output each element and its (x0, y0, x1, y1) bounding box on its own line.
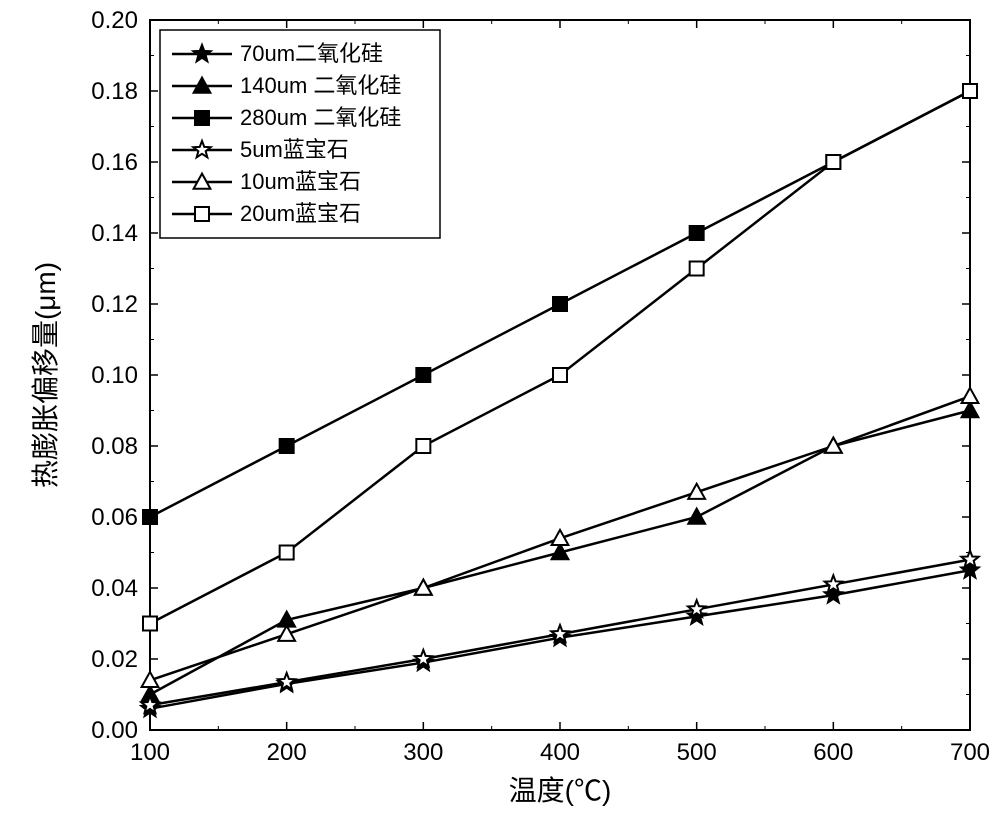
chart-container: 1002003004005006007000.000.020.040.060.0… (0, 0, 1000, 826)
x-tick-label: 400 (540, 739, 580, 766)
legend-label: 20um蓝宝石 (240, 201, 361, 226)
y-tick-label: 0.20 (91, 7, 138, 34)
legend-label: 10um蓝宝石 (240, 169, 361, 194)
y-tick-label: 0.10 (91, 362, 138, 389)
y-tick-label: 0.14 (91, 220, 138, 247)
y-tick-label: 0.18 (91, 78, 138, 105)
y-tick-label: 0.12 (91, 291, 138, 318)
line-chart: 1002003004005006007000.000.020.040.060.0… (0, 0, 1000, 826)
x-tick-label: 500 (677, 739, 717, 766)
y-tick-label: 0.04 (91, 575, 138, 602)
y-tick-label: 0.02 (91, 646, 138, 673)
legend-label: 140um 二氧化硅 (240, 73, 401, 98)
x-tick-label: 200 (267, 739, 307, 766)
legend-label: 5um蓝宝石 (240, 137, 349, 162)
legend-label: 70um二氧化硅 (240, 41, 383, 66)
x-tick-label: 600 (813, 739, 853, 766)
x-tick-label: 700 (950, 739, 990, 766)
legend: 70um二氧化硅 140um 二氧化硅 280um 二氧化硅 5um蓝宝石 10um蓝宝… (160, 30, 440, 238)
y-tick-label: 0.06 (91, 504, 138, 531)
y-axis-label: 热膨胀偏移量(μm) (30, 262, 61, 488)
y-tick-label: 0.08 (91, 433, 138, 460)
y-tick-label: 0.00 (91, 717, 138, 744)
y-tick-label: 0.16 (91, 149, 138, 176)
x-axis-label: 温度(℃) (509, 775, 612, 806)
x-tick-label: 300 (403, 739, 443, 766)
legend-label: 280um 二氧化硅 (240, 105, 401, 130)
